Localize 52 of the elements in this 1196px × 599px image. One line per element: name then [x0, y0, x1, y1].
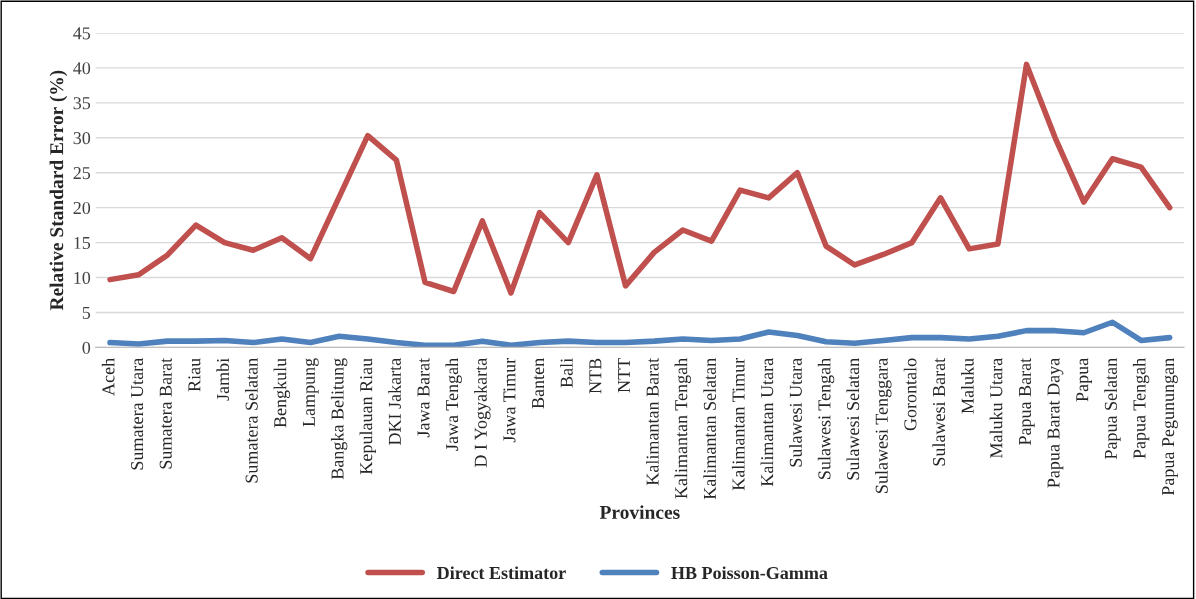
x-tick-label: Papua Barat Daya	[1047, 358, 1064, 488]
x-tick-label: Jawa Tengah	[445, 358, 462, 451]
x-tick-label: Bali	[560, 358, 573, 388]
y-tick-label: 35	[73, 97, 91, 110]
x-tick-label: Sulawesi Barat	[932, 357, 946, 466]
x-tick-label: Kalimantan Selatan	[703, 358, 716, 500]
x-tick-label: NTT	[618, 358, 630, 393]
x-tick-label: Gorontalo	[903, 358, 917, 431]
y-tick-label: 30	[73, 132, 91, 145]
x-tick-label: Kalimantan Timur	[731, 358, 745, 491]
y-tick-label: 15	[74, 236, 91, 250]
y-tick-label: 40	[73, 62, 91, 75]
x-tick-label: Sulawesi Tengah	[817, 358, 835, 479]
x-tick-label: Sumatera Utara	[131, 358, 144, 470]
x-tick-label: Kalimantan Tengah	[674, 358, 692, 499]
y-tick-label: 0	[82, 341, 91, 354]
x-tick-label: Jambi	[216, 358, 230, 401]
y-tick-label: 25	[73, 167, 91, 180]
y-tick-label: 45	[73, 27, 91, 40]
x-tick-label: Papua	[1076, 358, 1092, 402]
y-tick-label: 20	[73, 201, 91, 215]
x-tick-label: Maluku	[961, 358, 974, 414]
x-tick-label: Kalimantan Barat	[645, 357, 659, 486]
x-tick-label: Kalimantan Utara	[760, 358, 774, 487]
legend-label: Direct Estimator	[437, 566, 566, 580]
legend-label: HB Poisson-Gamma	[671, 566, 828, 580]
y-tick-label: 10	[74, 271, 91, 284]
x-tick-label: Papua Selatan	[1104, 358, 1121, 460]
x-tick-label: Riau	[188, 358, 201, 392]
x-tick-label: D I Yogyakarta	[474, 358, 491, 468]
x-axis-title: Provinces	[599, 505, 680, 519]
x-tick-label: Bengkulu	[273, 358, 291, 428]
x-tick-label: Kepulauan Riau	[359, 358, 376, 475]
x-tick-label: Jawa Barat	[417, 357, 430, 438]
x-tick-label: Sulawesi Selatan	[846, 358, 860, 480]
y-axis-title: Relative Standard Error (%)	[49, 70, 68, 311]
x-tick-label: Lampung	[302, 358, 319, 427]
x-tick-label: NTB	[589, 358, 602, 394]
y-tick-label: 5	[82, 306, 91, 319]
x-tick-label: Sumatera Barat	[159, 357, 172, 469]
x-tick-label: Sulawesi Tenggara	[875, 358, 892, 493]
x-tick-label: Banten	[532, 358, 545, 409]
x-tick-label: DKI Jakarta	[388, 358, 401, 446]
x-tick-label: Papua Pegunungan	[1162, 358, 1178, 496]
x-tick-label: Sumatera Selatan	[245, 358, 258, 483]
x-tick-label: Sulawesi Utara	[789, 358, 802, 467]
x-tick-label: Jawa Timur	[503, 358, 516, 443]
x-tick-label: Maluku Utara	[989, 358, 1003, 459]
x-tick-label: Papua Barat	[1019, 357, 1035, 446]
x-tick-label: Papua Tengah	[1132, 358, 1150, 459]
x-tick-label: Aceh	[101, 358, 115, 396]
x-tick-label: Bangka Belitung	[330, 358, 348, 480]
